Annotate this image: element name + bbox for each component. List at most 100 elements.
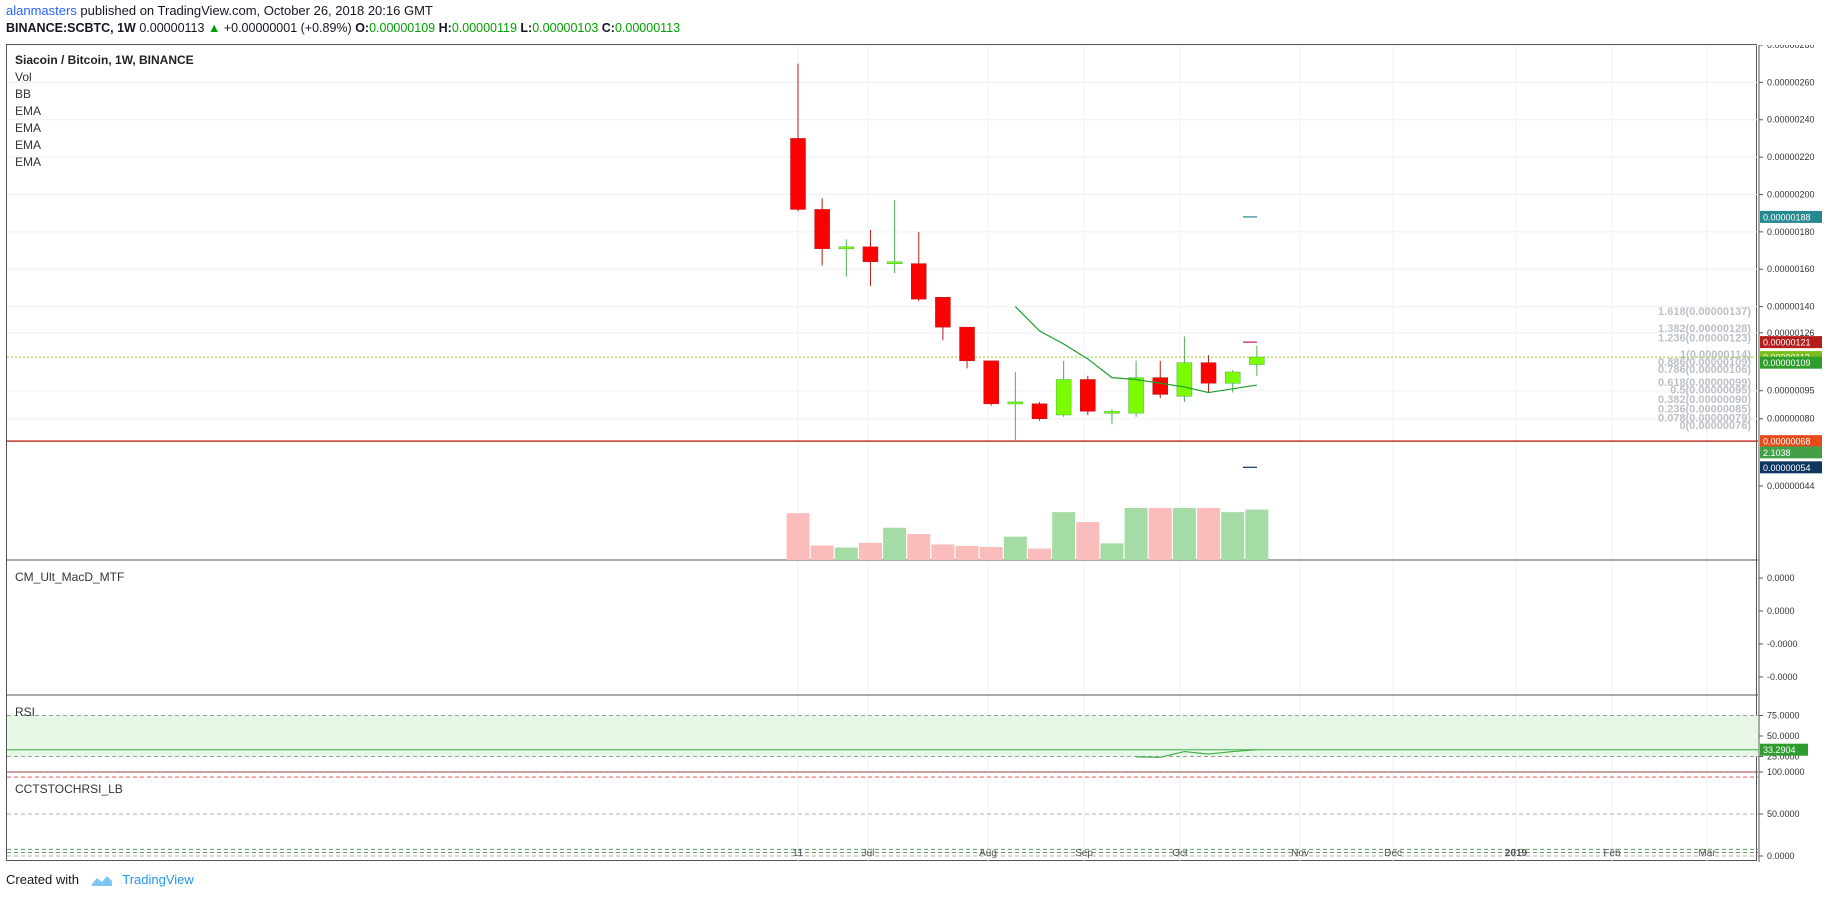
- time-tick-label: Sep: [1075, 848, 1093, 859]
- stoch-tick-label: 0.0000: [1767, 851, 1795, 861]
- rsi-tick-label: 25.0000: [1767, 752, 1800, 762]
- price-tag: [1760, 356, 1822, 369]
- price-tick-label: 0.00000126: [1767, 328, 1815, 338]
- author-link[interactable]: alanmasters: [6, 3, 77, 18]
- legend-ema-2[interactable]: EMA: [15, 121, 42, 135]
- fib-level-label: 0.886(0.00000109): [1658, 357, 1751, 369]
- time-tick-label: Mar: [1698, 848, 1716, 859]
- volume-bar: [1124, 508, 1148, 560]
- rsi-pane-label[interactable]: RSI: [15, 705, 36, 719]
- candle-body: [1031, 403, 1048, 419]
- rsi-tick-label: 75.0000: [1767, 711, 1800, 721]
- fib-level-label: 0.078(0.00000079): [1658, 413, 1751, 425]
- time-tick-label: 2019: [1505, 848, 1528, 859]
- legend-ema-3[interactable]: EMA: [15, 138, 42, 152]
- macd-tick-label: -0.0000: [1767, 639, 1798, 649]
- price-tick-label: 0.00000200: [1767, 189, 1815, 199]
- fib-level-label: 1.618(0.00000137): [1658, 306, 1751, 318]
- ema-line: [1014, 306, 1257, 394]
- price-tag-label: 0.00000054: [1763, 463, 1811, 473]
- time-tick-label: Nov: [1291, 848, 1309, 859]
- time-tick-label: Aug: [979, 848, 997, 859]
- volume-bar: [1003, 536, 1027, 560]
- volume-bar: [1100, 543, 1124, 560]
- price-tag-label: 0.00000121: [1763, 338, 1811, 348]
- time-tick-label: Oct: [1172, 848, 1188, 859]
- macd-pane-label[interactable]: CM_Ult_MacD_MTF: [15, 570, 125, 584]
- fib-level-label: 0.382(0.00000090): [1658, 394, 1751, 406]
- rsi-tick-label: 50.0000: [1767, 731, 1800, 741]
- publish-line: alanmasters published on TradingView.com…: [6, 3, 433, 18]
- price-tag-label: 2.1038: [1763, 448, 1791, 458]
- price-chart[interactable]: 0.00000280 0.00000260 0.00000240 0.00000220…: [7, 45, 1828, 862]
- legend-vol[interactable]: Vol: [15, 70, 32, 84]
- legend-ema-4[interactable]: EMA: [15, 155, 42, 169]
- price-tag: [1760, 446, 1822, 459]
- candle-body: [1104, 411, 1120, 414]
- fib-level-label: 0.618(0.00000099): [1658, 377, 1751, 389]
- price-tick-label: 0.00000095: [1767, 386, 1815, 396]
- stoch-tick-label: 100.0000: [1767, 767, 1805, 777]
- volume-bar: [1028, 548, 1051, 560]
- price-tick-label: 0.00000160: [1767, 264, 1815, 274]
- fib-level-label: 0(0.00000076): [1679, 420, 1751, 432]
- tradingview-link[interactable]: TradingView: [122, 872, 194, 887]
- time-tick-label: Jul: [862, 848, 875, 859]
- macd-tick-label: -0.0000: [1767, 672, 1798, 682]
- candle-body: [959, 326, 975, 362]
- candle-body: [911, 263, 927, 300]
- volume-bar: [1197, 508, 1221, 560]
- legend-bb[interactable]: BB: [15, 87, 32, 101]
- open-value: 0.00000109: [369, 21, 436, 35]
- close-value: 0.00000113: [614, 21, 681, 35]
- volume-bar: [955, 545, 979, 560]
- symbol-label: BINANCE:SCBTC, 1W: [6, 21, 136, 35]
- candle-body: [1176, 362, 1193, 397]
- price-tick-label: 0.00000220: [1767, 152, 1815, 162]
- chart-frame[interactable]: 0.00000280 0.00000260 0.00000240 0.00000220…: [6, 44, 1822, 862]
- last-price: 0.00000113: [139, 21, 205, 35]
- legend-ema-1[interactable]: EMA: [15, 104, 42, 118]
- rsi-band: [7, 715, 1758, 757]
- close-label: C:: [601, 21, 615, 35]
- tradingview-logo-icon: [91, 875, 112, 886]
- fib-level-label: 0.236(0.00000085): [1658, 403, 1751, 415]
- macd-tick-label: 0.0000: [1767, 573, 1795, 583]
- published-text: published on TradingView.com, October 26…: [76, 3, 433, 18]
- time-tick-label: 11: [793, 848, 804, 859]
- footer: Created with TradingView: [6, 872, 194, 887]
- candle-body: [1055, 379, 1072, 416]
- price-tag: [1760, 210, 1822, 223]
- macd-tick-label: 0.0000: [1767, 606, 1795, 616]
- candle-body: [814, 209, 830, 249]
- change-value: +0.00000001 (+0.89%): [223, 21, 352, 35]
- price-tag-label: 0.00000068: [1763, 437, 1811, 447]
- low-value: 0.00000103: [532, 21, 599, 35]
- candle-body: [862, 246, 879, 263]
- volume-bar: [931, 544, 955, 560]
- price-tick-label: 0.00000180: [1767, 227, 1815, 237]
- price-tick-label: 0.00000140: [1767, 302, 1815, 312]
- open-label: O:: [355, 21, 370, 35]
- volume-bar: [786, 513, 810, 560]
- volume-bar: [1221, 512, 1245, 560]
- candle-body: [838, 246, 855, 250]
- candle-body: [1200, 362, 1217, 384]
- volume-bar: [810, 545, 834, 560]
- stoch-pane-label[interactable]: CCTSTOCHRSI_LB: [15, 782, 123, 796]
- candle-body: [1152, 377, 1168, 395]
- chart-title: Siacoin / Bitcoin, 1W, BINANCE: [15, 53, 194, 67]
- volume-bar: [1076, 522, 1100, 560]
- low-label: L:: [520, 21, 533, 35]
- volume-bar: [1148, 508, 1172, 560]
- price-tag: [1760, 336, 1822, 349]
- price-tick-label: 0.00000240: [1767, 115, 1815, 125]
- candle-body: [1249, 356, 1265, 365]
- price-tag: [1760, 461, 1822, 474]
- price-tick-label: 0.00000260: [1767, 77, 1815, 87]
- fib-level-label: 1(0.00000114): [1680, 349, 1751, 361]
- volume-bar: [883, 527, 907, 560]
- candle-body: [886, 261, 903, 265]
- rsi-value-label: 33.2904: [1763, 745, 1796, 755]
- volume-bar: [907, 534, 931, 560]
